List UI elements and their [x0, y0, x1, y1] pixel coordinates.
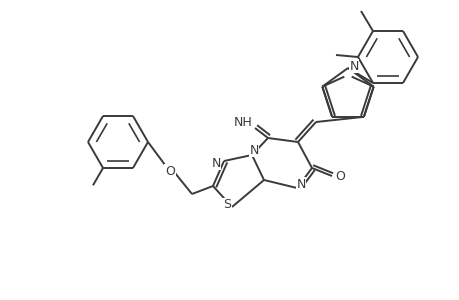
Text: NH: NH	[233, 116, 252, 128]
Text: O: O	[334, 169, 344, 182]
Text: N: N	[249, 143, 258, 157]
Text: N: N	[211, 157, 220, 169]
Text: N: N	[296, 178, 305, 190]
Text: S: S	[223, 199, 230, 212]
Text: N: N	[348, 59, 358, 73]
Text: O: O	[165, 164, 174, 178]
